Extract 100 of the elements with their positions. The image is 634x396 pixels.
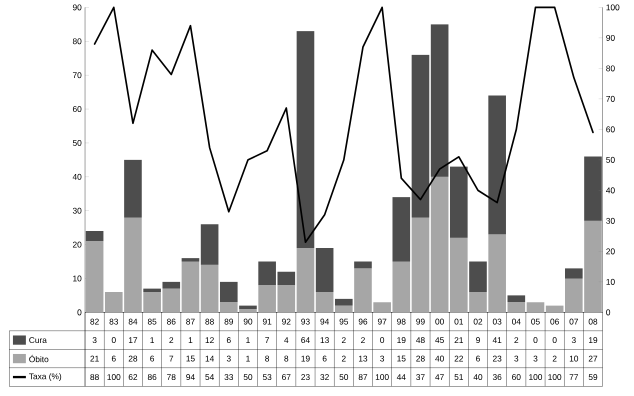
x-tick-label: 91: [262, 318, 272, 325]
data-label: 47: [435, 374, 444, 380]
data-label: 45: [435, 337, 444, 344]
data-label: 6: [476, 356, 480, 362]
x-tick-label: 87: [186, 318, 195, 325]
data-label: 62: [128, 374, 138, 380]
y2-tick-label: 50: [606, 157, 615, 164]
data-label: 6: [322, 356, 327, 362]
data-label: 19: [301, 356, 310, 362]
data-label: 78: [167, 374, 176, 380]
y2-tick-label: 70: [606, 96, 615, 102]
data-label: 22: [454, 356, 464, 362]
data-label: 54: [205, 374, 214, 380]
data-label: 48: [416, 337, 425, 344]
bar: [296, 31, 314, 248]
data-label: 40: [435, 356, 444, 362]
data-label: 86: [148, 374, 156, 380]
bar: [354, 262, 372, 269]
bar: [565, 268, 583, 279]
x-tick-label: 92: [282, 318, 290, 325]
y-tick-label: 40: [72, 174, 82, 180]
data-label: 7: [265, 337, 270, 344]
data-label: 51: [454, 374, 464, 380]
x-tick-label: 82: [90, 318, 99, 325]
x-tick-label: 84: [128, 318, 138, 325]
legend-label: Taxa (%): [29, 373, 62, 382]
data-label: 10: [570, 356, 578, 362]
x-tick-label: 06: [550, 318, 559, 325]
y2-tick-label: 20: [606, 248, 615, 255]
x-tick-label: 83: [110, 318, 118, 325]
x-tick-label: 98: [397, 318, 406, 325]
x-tick-label: 04: [512, 318, 521, 325]
data-label: 100: [548, 374, 562, 380]
data-label: 21: [454, 337, 464, 344]
x-tick-label: 08: [588, 318, 598, 325]
data-label: 60: [512, 374, 521, 380]
data-label: 19: [397, 337, 406, 344]
data-label: 8: [265, 356, 270, 362]
x-tick-label: 88: [205, 318, 214, 325]
data-label: 1: [150, 337, 154, 344]
bar: [488, 96, 506, 235]
data-label: 0: [112, 337, 116, 344]
data-label: 33: [224, 374, 234, 380]
x-tick-label: 02: [474, 318, 482, 325]
bar: [162, 282, 180, 289]
bar: [124, 160, 142, 218]
x-tick-label: 97: [378, 318, 386, 325]
data-label: 28: [128, 356, 138, 362]
data-label: 67: [282, 374, 290, 380]
data-label: 3: [226, 356, 231, 362]
data-label: 50: [340, 374, 348, 380]
data-label: 88: [90, 374, 99, 380]
data-label: 3: [92, 337, 97, 344]
data-label: 27: [588, 356, 598, 362]
x-tick-label: 94: [320, 318, 330, 325]
data-label: 3: [533, 356, 538, 362]
data-label: 40: [474, 374, 482, 380]
data-label: 14: [206, 356, 214, 362]
x-tick-label: 85: [148, 318, 156, 325]
data-label: 12: [206, 337, 214, 344]
data-label: 6: [150, 356, 154, 362]
data-label: 64: [301, 337, 310, 344]
legend-label: Óbito: [29, 355, 48, 362]
data-label: 2: [342, 356, 346, 362]
bar: [239, 306, 257, 310]
data-label: 36: [492, 374, 502, 380]
bar: [469, 262, 487, 292]
line-series: [94, 6, 594, 244]
x-tick-label: 95: [340, 318, 348, 325]
x-tick-label: 00: [435, 318, 444, 325]
x-tick-label: 07: [570, 318, 578, 325]
data-label: 50: [244, 374, 252, 380]
data-label: 13: [320, 337, 329, 344]
y-tick-label: 70: [72, 72, 82, 78]
data-label: 37: [416, 374, 425, 380]
data-label: 0: [533, 337, 538, 344]
y2-tick-label: 80: [606, 66, 615, 72]
x-tick-label: 01: [454, 318, 464, 325]
data-label: 15: [186, 356, 195, 362]
data-label: 0: [552, 337, 557, 344]
data-label: 100: [107, 374, 120, 380]
y2-tick-label: 30: [606, 218, 615, 224]
data-label: 2: [552, 356, 557, 362]
data-label: 15: [397, 356, 406, 362]
data-label: 23: [301, 374, 310, 380]
y-tick-label: 80: [72, 38, 82, 44]
data-label: 8: [284, 356, 288, 362]
data-label: 77: [570, 374, 578, 380]
x-tick-label: 05: [531, 318, 540, 325]
legend-label: Cura: [29, 337, 47, 344]
data-label: 59: [588, 374, 598, 380]
data-label: 2: [514, 337, 518, 344]
data-label: 13: [358, 356, 368, 362]
data-label: 94: [186, 374, 195, 380]
bar: [316, 248, 334, 292]
data-label: 9: [476, 337, 480, 344]
bar: [86, 231, 104, 242]
x-tick-label: 96: [358, 318, 368, 325]
data-label: 6: [112, 356, 116, 362]
data-label: 28: [416, 356, 425, 362]
